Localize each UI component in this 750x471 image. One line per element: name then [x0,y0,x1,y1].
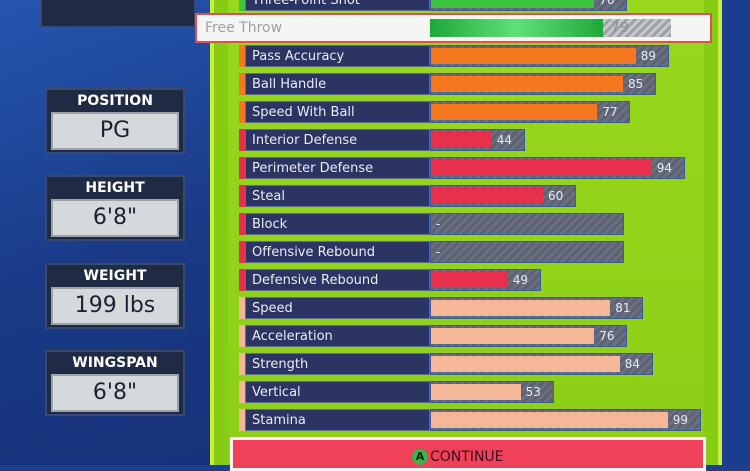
accent [239,185,246,207]
accent [239,353,246,375]
bar-fill [431,300,611,316]
top-card [40,0,196,28]
bar-fill [431,76,623,92]
bar-fill [430,19,603,37]
row-label[interactable]: Offensive Rebound [245,241,430,263]
card-value: 199 lbs [51,287,179,325]
value: 79 [610,20,629,36]
value: 99 [672,413,689,427]
row-label[interactable]: Stamina [245,409,430,431]
value: 60 [548,189,564,203]
row-label[interactable]: Interior Defense [245,129,430,151]
bar-fill [431,384,521,400]
bar-fill [431,0,595,8]
value: 85 [628,77,644,91]
bar-fill [431,160,652,176]
row-label[interactable]: Block [245,213,430,235]
card-label: HEIGHT [85,180,145,196]
row-label[interactable]: Ball Handle [245,73,430,95]
row-label[interactable]: Steal [245,185,430,207]
value: 89 [640,49,657,63]
value: 84 [624,357,641,371]
value: 81 [615,301,631,315]
value: 76 [599,0,615,7]
row-label[interactable]: Speed [245,297,430,319]
accent [239,129,246,151]
accent [239,409,246,431]
card-label: WEIGHT [83,268,147,284]
row-label[interactable]: Pass Accuracy [245,45,430,67]
accent [239,297,246,319]
accent [239,241,246,263]
value: 49 [512,273,529,287]
button-icon: A [412,449,428,465]
accent [239,213,246,235]
track [430,241,624,263]
bar-fill [431,356,620,372]
accent [239,45,246,67]
bar-fill [431,104,598,120]
value: 53 [525,385,541,399]
bar-fill [431,328,595,344]
row-label[interactable]: Free Throw [205,20,283,36]
accent [239,157,246,179]
bar-fill [431,188,543,204]
bar-fill [431,48,636,64]
value: 76 [599,329,615,343]
card-value: 6'8" [51,199,179,237]
row-label[interactable]: Speed With Ball [245,101,430,123]
value: 77 [602,105,618,119]
row-label[interactable]: Three-Point Shot [245,0,430,11]
accent [239,101,246,123]
card-value: PG [51,112,179,150]
row-label[interactable]: Perimeter Defense [245,157,430,179]
accent [239,381,246,403]
bar-fill [431,412,668,428]
button-label[interactable]: CONTINUE [430,449,504,465]
row-label[interactable]: Strength [245,353,430,375]
bar-fill [431,132,492,148]
row-label[interactable]: Acceleration [245,325,430,347]
accent [239,269,246,291]
accent [239,325,246,347]
row-label[interactable]: Defensive Rebound [245,269,430,291]
value: 94 [656,161,673,175]
bar-fill [431,272,508,288]
card-value: 6'8" [51,374,179,412]
right-edge [722,0,750,465]
card-label: WINGSPAN [72,355,158,371]
accent [239,0,246,11]
value: - [436,245,441,259]
accent [239,73,246,95]
value: 44 [496,133,513,147]
card-label: POSITION [77,93,153,109]
row-label[interactable]: Vertical [245,381,430,403]
value: - [436,217,441,231]
track [430,213,624,235]
